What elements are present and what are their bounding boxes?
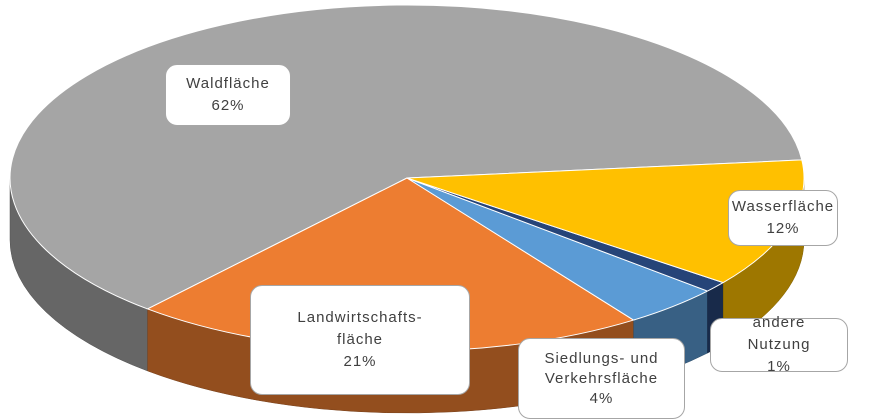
label-name: Waldfläche <box>186 75 270 92</box>
label-value: 12% <box>766 220 800 237</box>
data-label: Landwirtschafts-fläche 21% <box>250 285 470 395</box>
label-name: andere Nutzung <box>747 314 811 353</box>
data-label: andere Nutzung 1% <box>710 314 848 375</box>
label-name: Wasserfläche <box>731 198 835 215</box>
data-label: Wasserfläche 12% <box>728 190 838 246</box>
label-value: 1% <box>767 358 791 375</box>
label-value: 21% <box>343 353 377 370</box>
label-value: 62% <box>211 97 245 114</box>
label-value: 4% <box>589 389 614 407</box>
data-label: Waldfläche 62% <box>165 64 291 126</box>
label-name: Landwirtschafts-fläche <box>297 309 423 348</box>
label-name: Siedlungs- und Verkehrsfläche <box>544 349 659 387</box>
data-label: Siedlungs- und Verkehrsfläche 4% <box>518 338 685 419</box>
